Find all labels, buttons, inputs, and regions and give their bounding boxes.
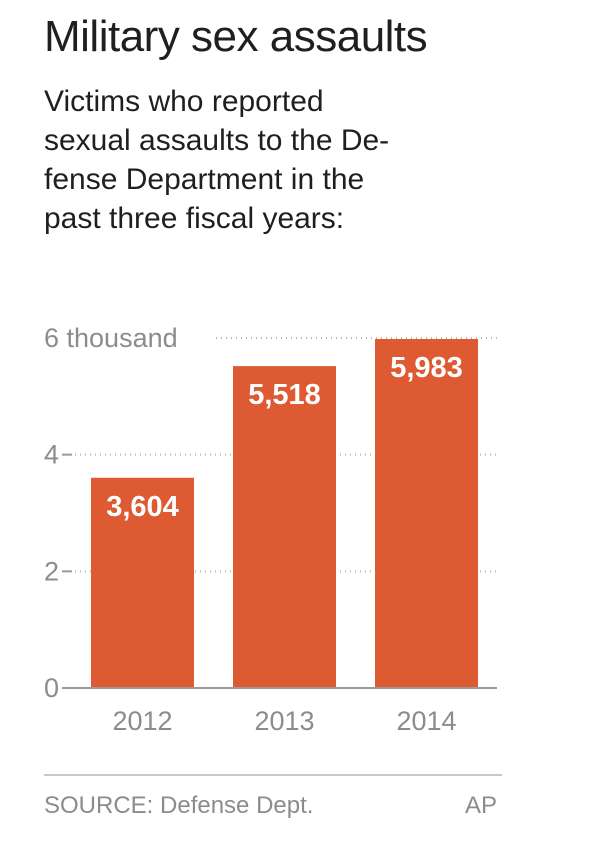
y-tick-label: 4 bbox=[44, 440, 59, 470]
x-tick-label: 2012 bbox=[112, 706, 172, 736]
y-tick-label: 6 thousand bbox=[44, 323, 178, 353]
credit-label: AP bbox=[465, 792, 498, 819]
y-tick-label: 0 bbox=[44, 673, 59, 703]
footer-divider bbox=[44, 774, 502, 776]
x-tick-label: 2013 bbox=[254, 706, 314, 736]
bar-value-label: 5,983 bbox=[390, 352, 463, 384]
bar bbox=[375, 338, 478, 688]
y-tick-label: 2 bbox=[44, 556, 59, 586]
chart-title: Military sex assaults bbox=[44, 12, 428, 61]
bar-value-label: 5,518 bbox=[248, 379, 321, 411]
subtitle-line: sexual assaults to the De- bbox=[44, 124, 390, 157]
x-tick-label: 2014 bbox=[396, 706, 456, 736]
subtitle-line: Victims who reported bbox=[44, 85, 324, 118]
bar bbox=[233, 366, 336, 688]
subtitle-line: fense Department in the bbox=[44, 163, 365, 196]
subtitle-line: past three fiscal years: bbox=[44, 202, 345, 235]
bar-chart: 0 2 4 6 thousand 3,604 2012 5,518 2013 5,983 2014 bbox=[44, 323, 497, 736]
bar-value-label: 3,604 bbox=[106, 491, 179, 523]
chart-subtitle: Victims who reported sexual assaults to … bbox=[44, 82, 484, 238]
source-note: SOURCE: Defense Dept. bbox=[44, 792, 314, 819]
bar bbox=[91, 477, 194, 688]
